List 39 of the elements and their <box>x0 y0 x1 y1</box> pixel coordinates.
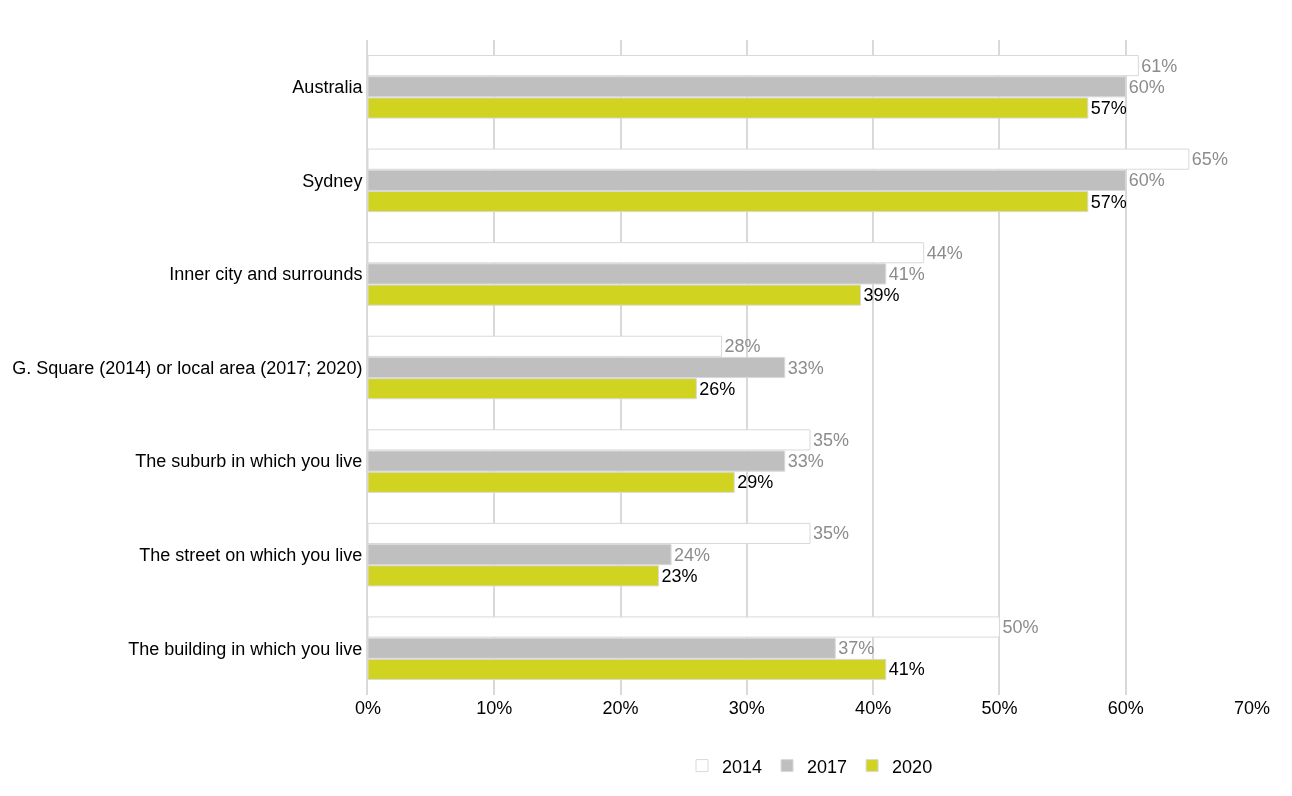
data-label: 65% <box>1191 149 1228 170</box>
x-tick-label: 10% <box>476 698 513 718</box>
legend-label: 2017 <box>807 756 848 777</box>
x-tick-label: 50% <box>981 698 1018 718</box>
data-label: 37% <box>838 638 875 659</box>
y-tick-label: Australia <box>292 77 364 98</box>
data-label: 24% <box>674 544 711 565</box>
data-label: 61% <box>1141 55 1178 76</box>
x-tick-label: 30% <box>728 698 765 718</box>
y-tick-label: The suburb in which you live <box>135 451 363 472</box>
legend-label: 2014 <box>722 756 763 777</box>
y-tick-label: The building in which you live <box>128 638 363 659</box>
x-tick-label: 0% <box>354 698 382 718</box>
data-label: 33% <box>787 451 824 472</box>
data-label: 60% <box>1128 170 1165 191</box>
data-label: 29% <box>737 472 774 493</box>
data-label: 50% <box>1002 617 1039 638</box>
data-label: 57% <box>1090 191 1127 212</box>
data-label: 41% <box>888 659 925 680</box>
data-label: 26% <box>699 378 736 399</box>
data-label: 44% <box>926 242 963 263</box>
data-label: 35% <box>813 523 850 544</box>
data-label: 23% <box>661 565 698 586</box>
data-label: 39% <box>863 285 900 306</box>
y-tick-label: Sydney <box>302 170 363 191</box>
data-label: 35% <box>813 429 850 450</box>
data-label: 60% <box>1128 76 1165 97</box>
x-tick-label: 60% <box>1107 698 1144 718</box>
y-tick-label: Inner city and surrounds <box>169 264 363 285</box>
legend-label: 2020 <box>892 756 933 777</box>
data-label: 28% <box>724 336 761 357</box>
y-tick-label: G. Square (2014) or local area (2017; 2020) <box>12 357 363 378</box>
x-tick-label: 40% <box>855 698 892 718</box>
data-label: 41% <box>888 263 925 284</box>
x-tick-label: 20% <box>602 698 639 718</box>
y-tick-label: The street on which you live <box>139 544 363 565</box>
data-label: 57% <box>1090 98 1127 118</box>
x-tick-label: 70% <box>1233 698 1271 718</box>
data-label: 33% <box>787 357 824 378</box>
